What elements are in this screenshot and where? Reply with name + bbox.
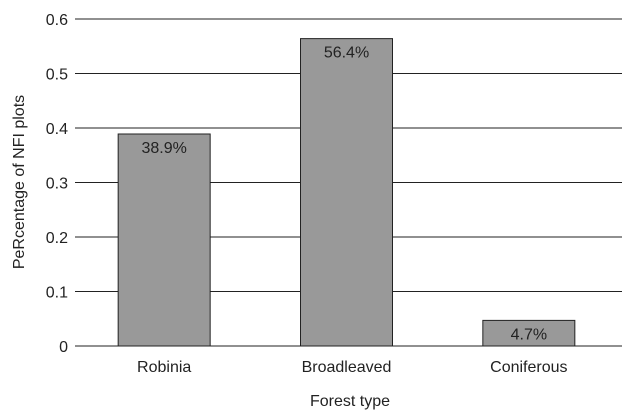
x-tick-label: Coniferous	[490, 359, 567, 376]
y-tick-label: 0.4	[46, 121, 68, 138]
bar-value-label: 56.4%	[324, 45, 369, 62]
y-tick-label: 0.2	[46, 230, 68, 247]
y-axis-title: PeRcentage of NFI plots	[11, 95, 28, 269]
y-tick-label: 0.6	[46, 12, 68, 29]
data-labels: 38.9% 56.4% 4.7%	[141, 45, 547, 344]
bar	[300, 38, 393, 347]
y-tick-label: 0.5	[46, 67, 68, 84]
bar-value-label: 4.7%	[511, 326, 547, 343]
y-tick-label: 0.3	[46, 176, 68, 193]
x-axis-ticks: Robinia Broadleaved Coniferous	[137, 359, 567, 376]
bar	[117, 133, 211, 347]
bar	[482, 319, 576, 347]
y-axis-ticks: 0 0.1 0.2 0.3 0.4 0.5 0.6	[46, 12, 68, 356]
x-tick-label: Robinia	[137, 359, 191, 376]
bars	[117, 38, 576, 347]
bar-value-label: 38.9%	[141, 140, 186, 157]
x-axis-title: Forest type	[310, 393, 390, 410]
y-tick-label: 0	[59, 339, 68, 356]
x-tick-label: Broadleaved	[302, 359, 392, 376]
y-tick-label: 0.1	[46, 285, 68, 302]
